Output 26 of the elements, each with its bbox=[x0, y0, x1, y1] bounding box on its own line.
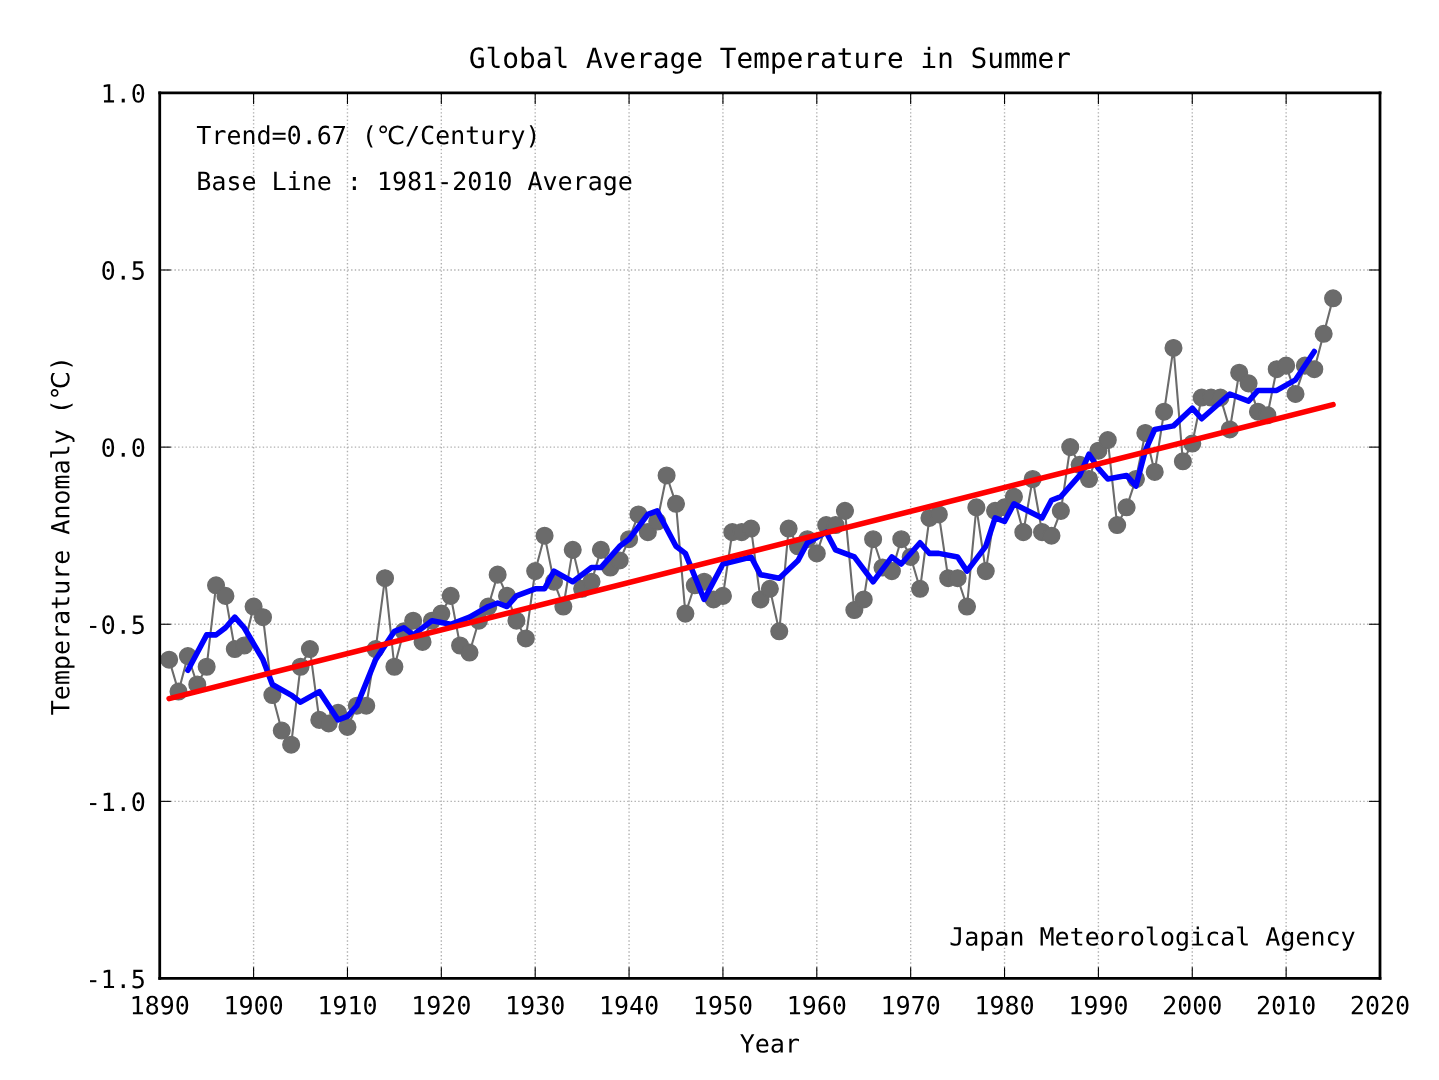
x-axis-title: Year bbox=[740, 1034, 800, 1053]
x-tick-label: 1950 bbox=[695, 995, 752, 1015]
y-tick-label: 0.0 bbox=[102, 438, 145, 458]
y-tick-label: -1.0 bbox=[89, 792, 145, 812]
y-tick-label: 0.5 bbox=[102, 261, 144, 280]
annotation: Japan Meteorological Agency bbox=[950, 926, 1355, 951]
x-tick-label: 1920 bbox=[414, 995, 470, 1015]
x-tick-label: 2020 bbox=[1351, 995, 1409, 1015]
y-tick-label: 1.0 bbox=[103, 83, 145, 103]
x-tick-label: 2000 bbox=[1164, 995, 1221, 1015]
x-tick-label: 1910 bbox=[320, 995, 376, 1015]
x-tick-label: 1900 bbox=[226, 995, 283, 1015]
y-axis-title: Temperature Anomaly (℃) bbox=[50, 361, 75, 715]
annotation: Base Line : 1981-2010 Average bbox=[198, 171, 632, 196]
chart-title: Global Average Temperature in Summer bbox=[470, 46, 1070, 74]
x-tick-label: 1970 bbox=[883, 995, 940, 1015]
x-tick-label: 1890 bbox=[132, 995, 189, 1015]
x-tick-label: 1940 bbox=[601, 995, 658, 1015]
x-tick-label: 2010 bbox=[1257, 995, 1315, 1015]
x-tick-label: 1980 bbox=[977, 995, 1034, 1015]
y-tick-label: -0.5 bbox=[89, 615, 144, 635]
x-tick-label: 1930 bbox=[508, 995, 564, 1015]
y-tick-label: -1.5 bbox=[89, 969, 144, 989]
x-tick-label: 1960 bbox=[789, 995, 846, 1015]
x-tick-label: 1990 bbox=[1071, 995, 1127, 1015]
annotation: Trend=0.67 (℃/Century) bbox=[196, 125, 536, 150]
